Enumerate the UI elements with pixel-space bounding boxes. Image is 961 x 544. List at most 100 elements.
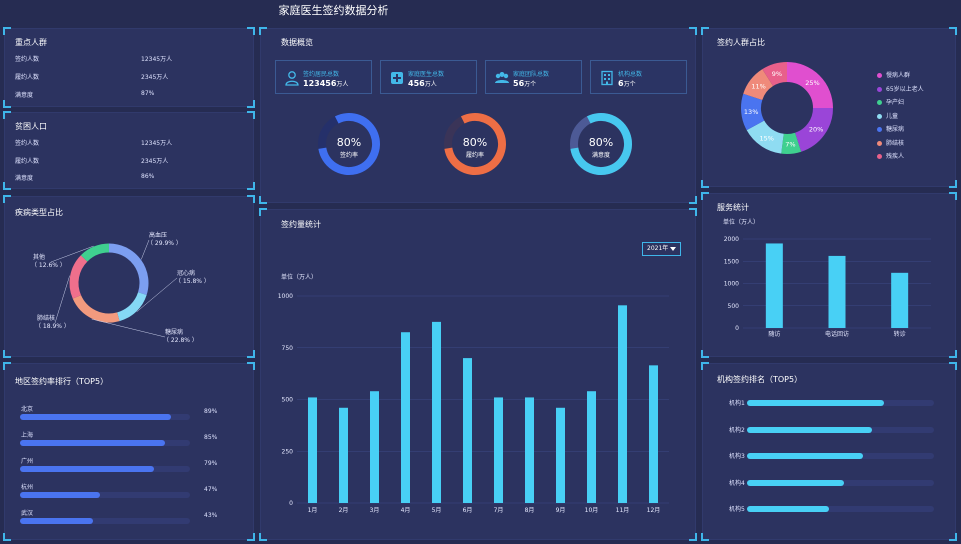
legend-dot (877, 100, 882, 105)
ring-percent: 80% (337, 136, 361, 149)
donut-slice-label: 9% (772, 70, 782, 78)
org-rank-title: 机构签约排名（TOP5） (717, 375, 803, 384)
rank-fill (20, 518, 94, 524)
org-rank-panel: 机构签约排名（TOP5） 机构1 机构2 机构3 机构4 机构5 (701, 362, 957, 541)
ring-gauge: 80% 履约率 (444, 113, 506, 175)
region-rank-title: 地区签约率排行（TOP5） (15, 377, 109, 386)
region-name: 武汉 (21, 510, 34, 517)
y-tick-label: 1500 (724, 258, 739, 265)
year-select[interactable]: 2021年 (642, 242, 681, 256)
legend-item[interactable]: 儿童 (877, 111, 898, 120)
service-stats-panel: 服务统计 单位（万人） 0 500 1000 1500 2000 随访 电话回访 转诊 (701, 192, 957, 358)
legend-label: 糖尿病 (886, 126, 905, 133)
rank-track (747, 426, 934, 433)
doctor-icon (391, 72, 403, 84)
ring-gauge: 80% 满意度 (570, 113, 632, 175)
stat-institutions: 机构总数 6万个 (590, 60, 687, 94)
rank-fill (20, 414, 172, 420)
region-name: 上海 (21, 432, 34, 439)
donut-category-label: 高血压 (149, 231, 167, 239)
overview-rings: 80% 签约率 80% 履约率 80% 满意度 (318, 113, 632, 175)
y-tick-label: 250 (282, 448, 294, 455)
donut-slice (781, 132, 802, 154)
disease-type-panel: 疾病类型占比 高血压（ 29.9% ） 冠心病（ 15.8% ） 糖尿病（ 22.8… (3, 195, 255, 358)
donut-percent-label: （ 18.9% ） (35, 323, 70, 330)
donut-percent-label: （ 15.8% ） (175, 278, 210, 285)
stat-label: 家庭医生总数 (408, 71, 445, 78)
y-tick-label: 750 (282, 345, 294, 352)
sign-volume-panel: 签约量统计 2021年 单位（万人） 0 250 500 750 1000 1月 2月 3月 4月… (259, 208, 697, 541)
stat-doctors: 家庭医生总数 456万人 (380, 60, 477, 94)
donut-slice (794, 107, 833, 152)
y-axis-label: 单位（万人） (723, 218, 759, 226)
stat-residents: 签约居民总数 123456万人 (275, 60, 372, 94)
disease-type-title: 疾病类型占比 (15, 208, 63, 217)
legend-dot (877, 113, 882, 119)
ring-fill (318, 113, 380, 175)
stat-value: 123456万人 (303, 79, 349, 88)
service-stats-title: 服务统计 (717, 203, 749, 212)
rank-track (20, 466, 190, 472)
x-tick-label: 12月 (647, 507, 661, 514)
donut-slice (116, 292, 147, 322)
disease-donut-chart: 高血压（ 29.9% ）冠心病（ 15.8% ）糖尿病（ 22.8% ）肺结核（… (31, 231, 210, 344)
rank-track (20, 492, 190, 498)
bar (828, 255, 846, 328)
rank-track (747, 479, 934, 486)
stat-label: 家庭团队总数 (513, 71, 550, 78)
donut-slice (69, 255, 88, 299)
legend-item[interactable]: 慢病人群 (877, 70, 910, 79)
donut-slice-label: 7% (785, 140, 795, 148)
ring-label: 履约率 (466, 151, 484, 159)
donut-slice (743, 69, 774, 101)
rank-track (20, 440, 190, 446)
stat-label: 机构总数 (618, 71, 643, 78)
poor-population-row: 签约人数 12345万人 (15, 140, 173, 147)
rank-track (20, 414, 190, 420)
key-population-row: 签约人数 12345万人 (15, 56, 173, 63)
donut-slice (762, 62, 788, 87)
y-tick-label: 500 (282, 397, 294, 404)
legend-item[interactable]: 残疾人 (877, 151, 904, 160)
rank-fill (747, 426, 873, 433)
bar (370, 391, 379, 503)
leader-line (136, 277, 178, 313)
page-title: 家庭医生签约数据分析 (278, 4, 389, 17)
legend-item[interactable]: 糖尿病 (877, 124, 904, 133)
service-stats-bar-chart: 单位（万人） 0 500 1000 1500 2000 随访 电话回访 转诊 (723, 218, 931, 338)
legend-dot (877, 86, 882, 92)
key-population-row: 满意度 87% (15, 90, 155, 99)
bar (308, 397, 317, 503)
donut-slice-label: 25% (805, 79, 819, 87)
legend-label: 残疾人 (886, 153, 905, 160)
ring-percent: 80% (463, 136, 487, 149)
donut-slice (80, 243, 110, 262)
ring-fill (570, 113, 632, 175)
region-percent: 43% (204, 512, 218, 519)
donut-category-label: 冠心病 (177, 269, 195, 277)
org-name: 机构1 (729, 400, 745, 407)
legend-label: 儿童 (886, 112, 899, 120)
region-percent: 47% (204, 486, 218, 493)
y-tick-label: 1000 (724, 281, 739, 288)
bar (587, 391, 596, 503)
signed-crowd-donut-chart: 25% 20% 7% 15% 13% 11% 9% (741, 62, 833, 154)
overview-title: 数据概览 (281, 38, 313, 47)
legend-item[interactable]: 孕产妇 (877, 97, 904, 106)
leader-line (141, 239, 150, 260)
legend-item[interactable]: 肺结核 (877, 138, 904, 147)
y-tick-label: 1000 (278, 293, 293, 300)
x-tick-label: 8月 (525, 507, 535, 514)
rank-fill (747, 479, 845, 486)
donut-slice (786, 62, 833, 109)
rank-fill (747, 400, 884, 406)
user-icon (285, 71, 299, 86)
org-name: 机构3 (729, 453, 745, 460)
ring-fill (444, 113, 506, 175)
donut-category-label: 糖尿病 (165, 328, 183, 336)
legend-item[interactable]: 65岁以上老人 (877, 84, 924, 93)
overview-panel: 数据概览 签约居民总数 123456万人 家庭医生总数 456万人 家庭团队总数… (259, 27, 697, 204)
leader-line (91, 318, 166, 338)
sign-volume-title: 签约量统计 (281, 220, 321, 229)
y-tick-label: 0 (735, 325, 739, 332)
